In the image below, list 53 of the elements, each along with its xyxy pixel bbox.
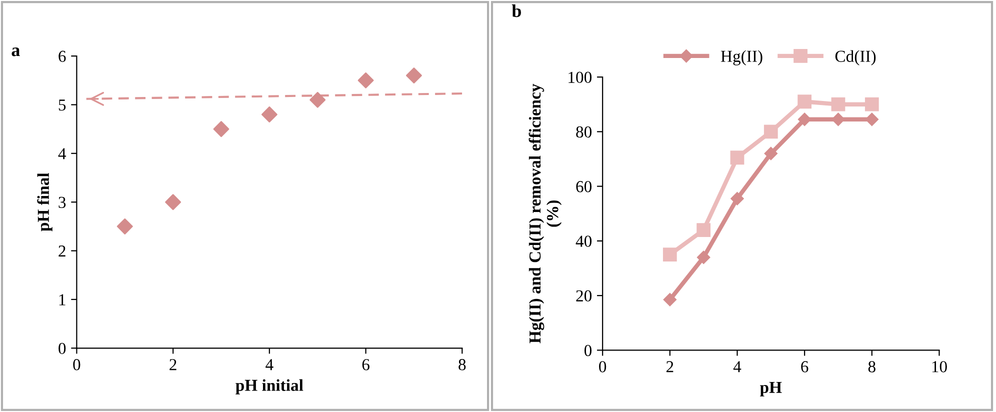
point — [798, 112, 812, 126]
y-tick-label: 1 — [59, 294, 66, 306]
y-tick-label: 60 — [576, 181, 592, 192]
point — [663, 293, 676, 306]
text: a — [12, 48, 20, 56]
point — [310, 92, 326, 108]
y-tick-label: 3 — [58, 196, 66, 208]
text: b — [512, 4, 521, 18]
point — [358, 72, 374, 88]
x-tick-label: 6 — [362, 359, 370, 370]
y-tick-label: 100 — [568, 72, 592, 83]
y-tick-label: 20 — [576, 290, 592, 302]
point — [696, 250, 710, 264]
point — [213, 121, 230, 138]
y-axis-title: Hg(II) and Cd(II) removal efficiency (%) — [528, 84, 562, 344]
x-tick-label: 0 — [73, 359, 80, 370]
point — [832, 112, 845, 126]
x-axis-title: pH — [760, 382, 782, 396]
x-axis-title: pH initial — [236, 379, 304, 394]
x-tick-label: 0 — [599, 361, 606, 372]
point — [764, 124, 778, 139]
legend-label: Hg(II) — [720, 50, 762, 66]
y-tick-label: 4 — [58, 148, 66, 160]
point — [165, 194, 182, 210]
x-tick-label: 4 — [266, 359, 274, 370]
y-tick-label: 40 — [576, 236, 592, 247]
point — [696, 223, 711, 237]
point — [831, 97, 846, 112]
point — [864, 97, 879, 112]
point — [730, 150, 744, 165]
y-tick-label: 0 — [584, 344, 592, 356]
y-axis-title: pH final — [37, 172, 52, 232]
point — [764, 146, 778, 160]
x-tick-label: 8 — [868, 361, 876, 372]
y-tick-label: 5 — [58, 100, 66, 111]
x-tick-label: 10 — [932, 361, 947, 372]
y-tick-label: 0 — [58, 342, 66, 354]
point — [261, 106, 278, 122]
y-tick-label: 80 — [576, 126, 592, 138]
point — [662, 248, 677, 262]
legend-label: Cd(II) — [835, 50, 876, 66]
y-tick-label: 6 — [58, 50, 66, 62]
x-tick-label: 6 — [801, 361, 808, 372]
x-tick-label: 2 — [666, 361, 674, 372]
point — [406, 68, 422, 84]
x-tick-label: 2 — [170, 359, 176, 370]
x-tick-label: 8 — [458, 359, 466, 370]
y-tick-label: 2 — [58, 246, 66, 257]
x-tick-label: 4 — [733, 361, 742, 372]
point — [730, 192, 744, 206]
point — [798, 94, 812, 109]
point — [865, 112, 878, 126]
point — [116, 218, 133, 234]
